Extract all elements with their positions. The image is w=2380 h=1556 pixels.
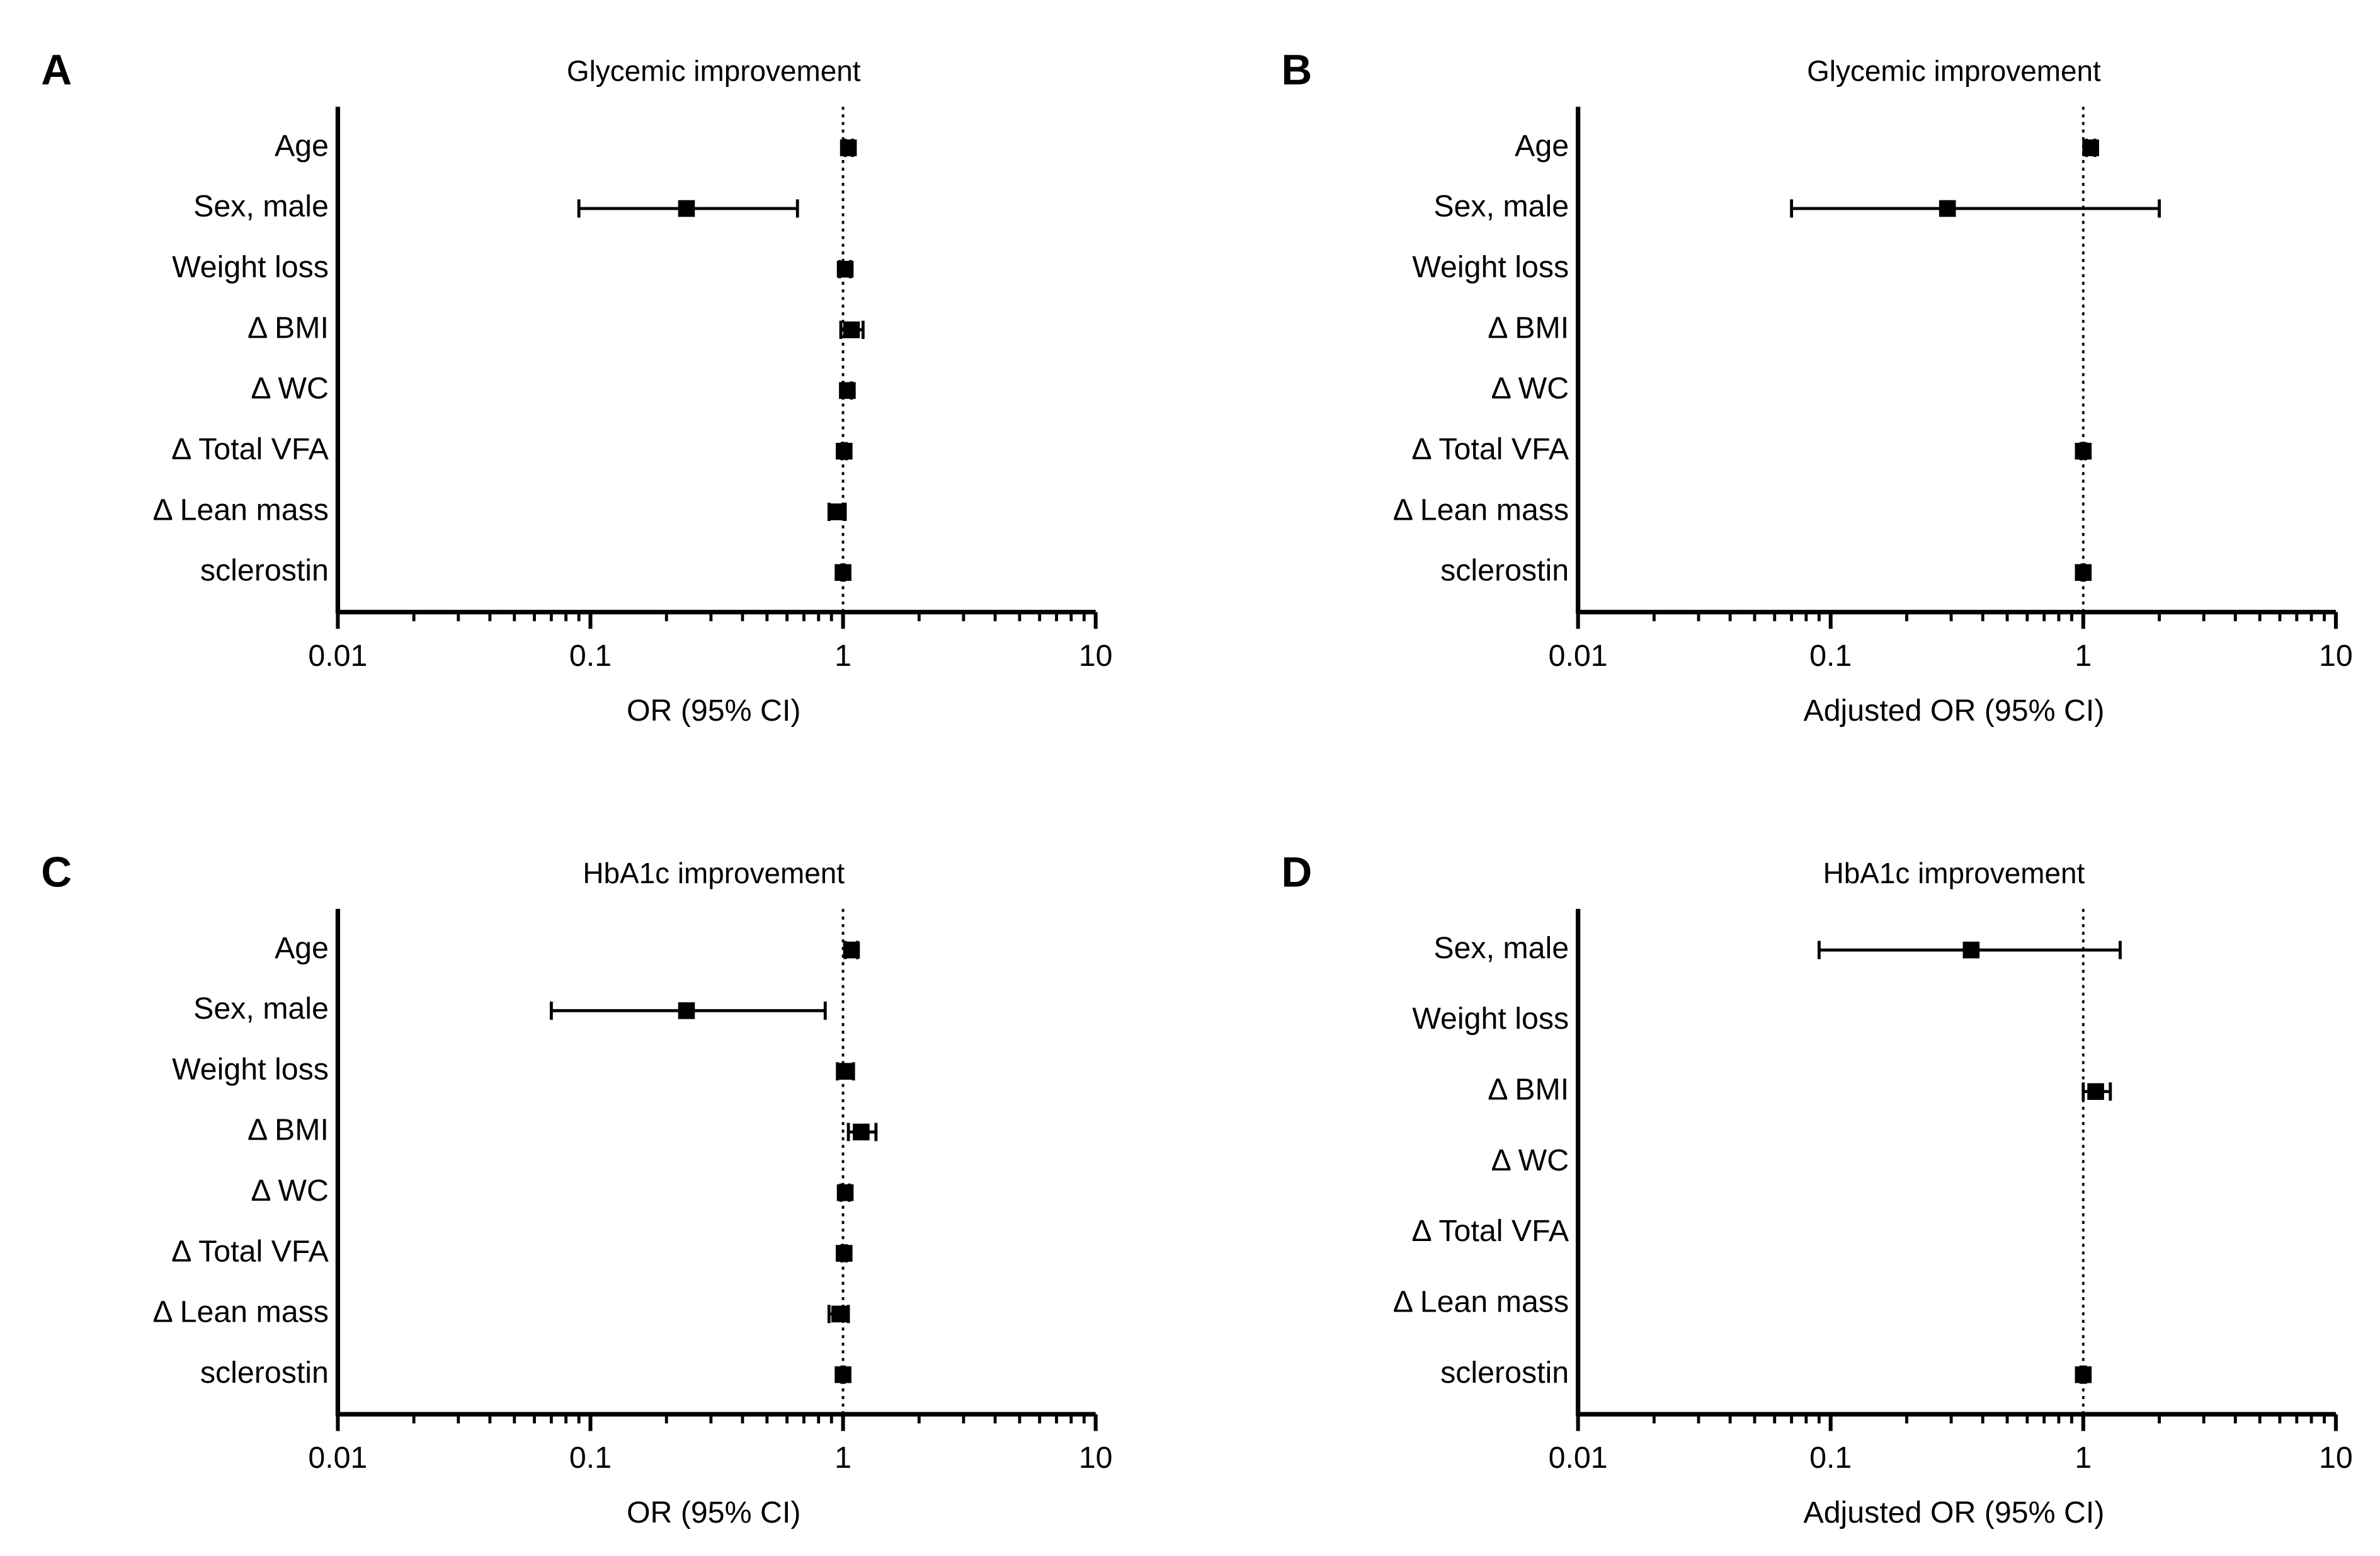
- point: [2087, 1083, 2104, 1101]
- x-tick-label: 0.01: [308, 1441, 367, 1475]
- y-tick-label: Δ Lean mass: [1393, 493, 1569, 527]
- point: [834, 1366, 851, 1383]
- y-tick-label: Sex, male: [1433, 931, 1569, 965]
- y-tick-label: Weight loss: [1412, 250, 1569, 284]
- panel-letter: A: [41, 47, 72, 94]
- x-tick-label: 10: [2319, 1441, 2353, 1475]
- y-tick-label: Age: [275, 129, 329, 163]
- point: [836, 1184, 854, 1201]
- chart-title: Glycemic improvement: [567, 54, 861, 87]
- point: [1962, 941, 1980, 959]
- y-tick-label: Δ Total VFA: [1411, 432, 1569, 466]
- y-tick-label: Age: [1515, 129, 1569, 163]
- point: [838, 1063, 855, 1080]
- point: [1939, 200, 1956, 217]
- chart-title: HbA1c improvement: [583, 857, 845, 890]
- y-tick-label: Δ WC: [1491, 372, 1569, 406]
- point: [839, 382, 856, 399]
- chart-title: Glycemic improvement: [1807, 54, 2101, 87]
- x-tick-label: 1: [834, 1441, 851, 1475]
- point: [2075, 442, 2092, 460]
- x-tick-label: 1: [2075, 639, 2092, 673]
- point: [829, 503, 846, 520]
- panel-letter: B: [1281, 47, 1312, 94]
- y-tick-label: Δ Lean mass: [1393, 1285, 1569, 1319]
- x-tick-label: 0.1: [1809, 639, 1852, 673]
- x-tick-label: 0.01: [308, 639, 367, 673]
- y-tick-label: Sex, male: [1433, 190, 1569, 224]
- panel-letter: D: [1281, 849, 1312, 896]
- x-tick-label: 1: [2075, 1441, 2092, 1475]
- y-tick-label: Δ Lean mass: [153, 1295, 329, 1329]
- point: [836, 260, 854, 278]
- x-axis-label: OR (95% CI): [627, 694, 800, 728]
- x-tick-label: 1: [834, 639, 851, 673]
- point: [843, 321, 860, 338]
- x-axis-label: OR (95% CI): [627, 1496, 800, 1530]
- y-tick-label: Sex, male: [193, 992, 329, 1026]
- x-tick-label: 10: [2319, 639, 2353, 673]
- y-tick-label: Weight loss: [172, 1052, 329, 1086]
- x-tick-label: 0.1: [569, 639, 612, 673]
- x-tick-label: 0.1: [1809, 1441, 1852, 1475]
- y-tick-label: Δ BMI: [1488, 1073, 1569, 1107]
- point: [2075, 1366, 2092, 1383]
- x-axis-label: Adjusted OR (95% CI): [1803, 694, 2104, 728]
- point: [831, 1305, 848, 1323]
- y-tick-label: Δ BMI: [248, 1113, 329, 1147]
- x-tick-label: 0.1: [569, 1441, 612, 1475]
- y-tick-label: sclerostin: [200, 554, 329, 588]
- y-tick-label: Age: [275, 931, 329, 965]
- point: [836, 1245, 853, 1262]
- y-tick-label: Δ WC: [1491, 1143, 1569, 1177]
- y-tick-label: Δ Total VFA: [171, 432, 329, 466]
- point: [678, 200, 695, 217]
- x-axis-label: Adjusted OR (95% CI): [1803, 1496, 2104, 1530]
- y-tick-label: sclerostin: [1440, 1356, 1569, 1390]
- point: [836, 442, 853, 460]
- panel-letter: C: [41, 849, 72, 896]
- point: [2075, 564, 2092, 581]
- point: [843, 941, 860, 959]
- y-tick-label: Δ Lean mass: [153, 493, 329, 527]
- y-tick-label: Δ Total VFA: [171, 1234, 329, 1268]
- y-tick-label: sclerostin: [200, 1356, 329, 1390]
- y-tick-label: Δ BMI: [1488, 311, 1569, 345]
- x-tick-label: 10: [1079, 639, 1113, 673]
- y-tick-label: Δ WC: [251, 372, 329, 406]
- x-tick-label: 0.01: [1549, 639, 1608, 673]
- point: [834, 564, 851, 581]
- y-tick-label: Δ Total VFA: [1411, 1214, 1569, 1248]
- y-tick-label: sclerostin: [1440, 554, 1569, 588]
- point: [2082, 139, 2099, 156]
- point: [853, 1123, 870, 1141]
- y-tick-label: Δ WC: [251, 1174, 329, 1208]
- y-tick-label: Weight loss: [172, 250, 329, 284]
- chart-title: HbA1c improvement: [1823, 857, 2085, 890]
- x-tick-label: 10: [1079, 1441, 1113, 1475]
- point: [678, 1002, 695, 1019]
- y-tick-label: Weight loss: [1412, 1002, 1569, 1036]
- point: [840, 139, 857, 156]
- y-tick-label: Sex, male: [193, 190, 329, 224]
- y-tick-label: Δ BMI: [248, 311, 329, 345]
- x-tick-label: 0.01: [1549, 1441, 1608, 1475]
